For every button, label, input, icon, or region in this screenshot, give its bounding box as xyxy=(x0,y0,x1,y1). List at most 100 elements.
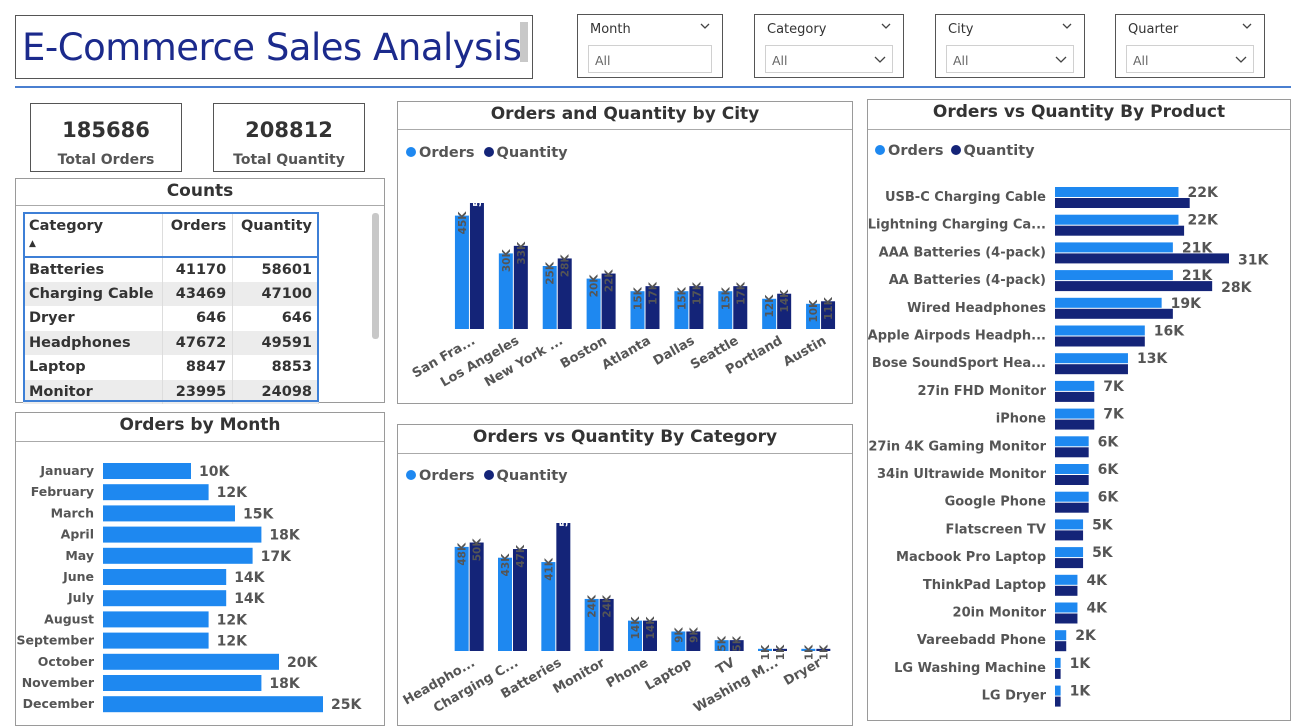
column-header-quantity[interactable]: Quantity xyxy=(232,212,319,257)
bar-month-8[interactable] xyxy=(103,632,209,649)
bar-orders-product-9[interactable] xyxy=(1055,436,1089,447)
counts-scrollbar[interactable] xyxy=(372,213,379,339)
bar-orders-product-11[interactable] xyxy=(1055,491,1089,502)
legend-quantity-label[interactable]: Quantity xyxy=(496,468,568,484)
bar-month-1[interactable] xyxy=(103,484,209,501)
slicer-month-dropdown[interactable]: All xyxy=(588,45,712,73)
bar-orders-5[interactable] xyxy=(674,291,689,329)
bar-quantity-product-13[interactable] xyxy=(1055,558,1084,569)
bar-quantity-product-15[interactable] xyxy=(1055,613,1078,624)
bar-quantity-1[interactable] xyxy=(513,245,528,329)
bar-quantity-product-3[interactable] xyxy=(1055,281,1213,292)
bar-quantity-product-9[interactable] xyxy=(1055,447,1089,458)
bar-quantity-product-5[interactable] xyxy=(1055,336,1145,347)
bar-month-0[interactable] xyxy=(103,463,191,479)
bar-quantity-4[interactable] xyxy=(643,620,657,651)
column-header-category[interactable]: Category ▲ xyxy=(23,212,164,257)
chevron-down-icon[interactable] xyxy=(1062,21,1072,31)
bar-quantity-5[interactable] xyxy=(689,286,704,329)
legend-quantity-label[interactable]: Quantity xyxy=(496,145,568,161)
legend-orders-label[interactable]: Orders xyxy=(419,468,475,484)
bar-orders-product-3[interactable] xyxy=(1055,270,1173,281)
bar-quantity-product-4[interactable] xyxy=(1055,308,1173,319)
bar-month-6[interactable] xyxy=(103,590,227,607)
chevron-down-icon[interactable] xyxy=(1242,21,1252,31)
legend-quantity-label[interactable]: Quantity xyxy=(963,143,1035,159)
bar-orders-product-7[interactable] xyxy=(1055,380,1095,391)
bar-orders-product-18[interactable] xyxy=(1055,685,1061,696)
bar-orders-product-4[interactable] xyxy=(1055,297,1162,308)
chevron-down-icon[interactable] xyxy=(700,21,710,31)
bar-orders-product-6[interactable] xyxy=(1055,353,1128,364)
bar-quantity-product-17[interactable] xyxy=(1055,668,1061,679)
bar-quantity-6[interactable] xyxy=(729,640,744,651)
slicer-city[interactable]: City All xyxy=(935,14,1085,78)
bar-month-11[interactable] xyxy=(103,696,323,713)
table-row[interactable]: Batteries 41170 58601 xyxy=(23,257,319,282)
bar-quantity-0[interactable] xyxy=(469,542,484,651)
bar-orders-product-5[interactable] xyxy=(1055,325,1145,336)
bar-orders-0[interactable] xyxy=(454,546,469,651)
column-header-orders[interactable]: Orders xyxy=(162,212,234,257)
bar-quantity-product-12[interactable] xyxy=(1055,530,1084,541)
bar-quantity-8[interactable] xyxy=(816,648,831,651)
bar-orders-1[interactable] xyxy=(498,253,513,329)
bar-orders-product-2[interactable] xyxy=(1055,242,1173,253)
bar-quantity-product-2[interactable] xyxy=(1055,253,1229,264)
table-row[interactable]: Monitor 23995 24098 xyxy=(23,379,319,404)
bar-quantity-product-0[interactable] xyxy=(1055,198,1190,208)
bar-quantity-product-7[interactable] xyxy=(1055,391,1095,402)
bar-orders-product-1[interactable] xyxy=(1055,214,1179,225)
chevron-down-icon[interactable] xyxy=(1235,54,1247,64)
bar-orders-5[interactable] xyxy=(671,631,686,651)
bar-quantity-product-6[interactable] xyxy=(1055,364,1128,375)
bar-quantity-2[interactable] xyxy=(557,258,572,329)
bar-month-4[interactable] xyxy=(103,547,253,564)
slicer-quarter-dropdown[interactable]: All xyxy=(1126,45,1254,73)
slicer-month[interactable]: Month All xyxy=(577,14,723,78)
bar-orders-product-16[interactable] xyxy=(1055,630,1067,641)
bar-quantity-product-1[interactable] xyxy=(1055,225,1185,236)
table-row[interactable]: Dryer 646 646 xyxy=(23,306,319,331)
bar-orders-6[interactable] xyxy=(714,640,729,651)
bar-month-9[interactable] xyxy=(103,653,279,670)
bar-orders-product-10[interactable] xyxy=(1055,464,1089,474)
bar-orders-2[interactable] xyxy=(541,562,556,651)
bar-quantity-product-10[interactable] xyxy=(1055,475,1089,485)
bar-orders-product-12[interactable] xyxy=(1055,519,1084,530)
bar-orders-6[interactable] xyxy=(718,291,733,329)
bar-month-10[interactable] xyxy=(103,675,262,691)
slicer-category[interactable]: Category All xyxy=(754,14,904,78)
chevron-down-icon[interactable] xyxy=(1055,54,1067,64)
slicer-category-dropdown[interactable]: All xyxy=(765,45,893,73)
bar-quantity-product-16[interactable] xyxy=(1055,641,1067,652)
bar-orders-3[interactable] xyxy=(586,278,601,329)
table-row[interactable]: Charging Cable 43469 47100 xyxy=(23,281,319,306)
bar-quantity-5[interactable] xyxy=(686,631,701,651)
bar-orders-product-8[interactable] xyxy=(1055,408,1095,419)
sort-ascending-icon[interactable]: ▲ xyxy=(29,239,36,249)
bar-orders-product-0[interactable] xyxy=(1055,187,1179,197)
legend-orders-label[interactable]: Orders xyxy=(888,143,944,159)
bar-quantity-product-18[interactable] xyxy=(1055,696,1061,707)
bar-orders-product-15[interactable] xyxy=(1055,602,1078,613)
bar-quantity-2[interactable] xyxy=(556,523,571,651)
bar-orders-product-14[interactable] xyxy=(1055,574,1078,585)
table-row[interactable]: Headphones 47672 49591 xyxy=(23,330,319,355)
bar-quantity-7[interactable] xyxy=(777,293,792,329)
bar-orders-product-17[interactable] xyxy=(1055,657,1061,668)
bar-quantity-product-8[interactable] xyxy=(1055,419,1095,430)
bar-quantity-product-14[interactable] xyxy=(1055,585,1078,596)
bar-orders-2[interactable] xyxy=(542,266,557,329)
bar-month-2[interactable] xyxy=(103,505,235,522)
bar-quantity-4[interactable] xyxy=(645,286,660,329)
bar-month-5[interactable] xyxy=(103,569,227,585)
bar-quantity-3[interactable] xyxy=(601,273,616,329)
chevron-down-icon[interactable] xyxy=(881,21,891,31)
slicer-quarter[interactable]: Quarter All xyxy=(1115,14,1265,78)
bar-orders-7[interactable] xyxy=(762,298,777,329)
bar-quantity-3[interactable] xyxy=(599,598,614,651)
bar-orders-4[interactable] xyxy=(630,291,645,329)
bar-month-3[interactable] xyxy=(103,526,262,543)
legend-orders-label[interactable]: Orders xyxy=(419,145,475,161)
